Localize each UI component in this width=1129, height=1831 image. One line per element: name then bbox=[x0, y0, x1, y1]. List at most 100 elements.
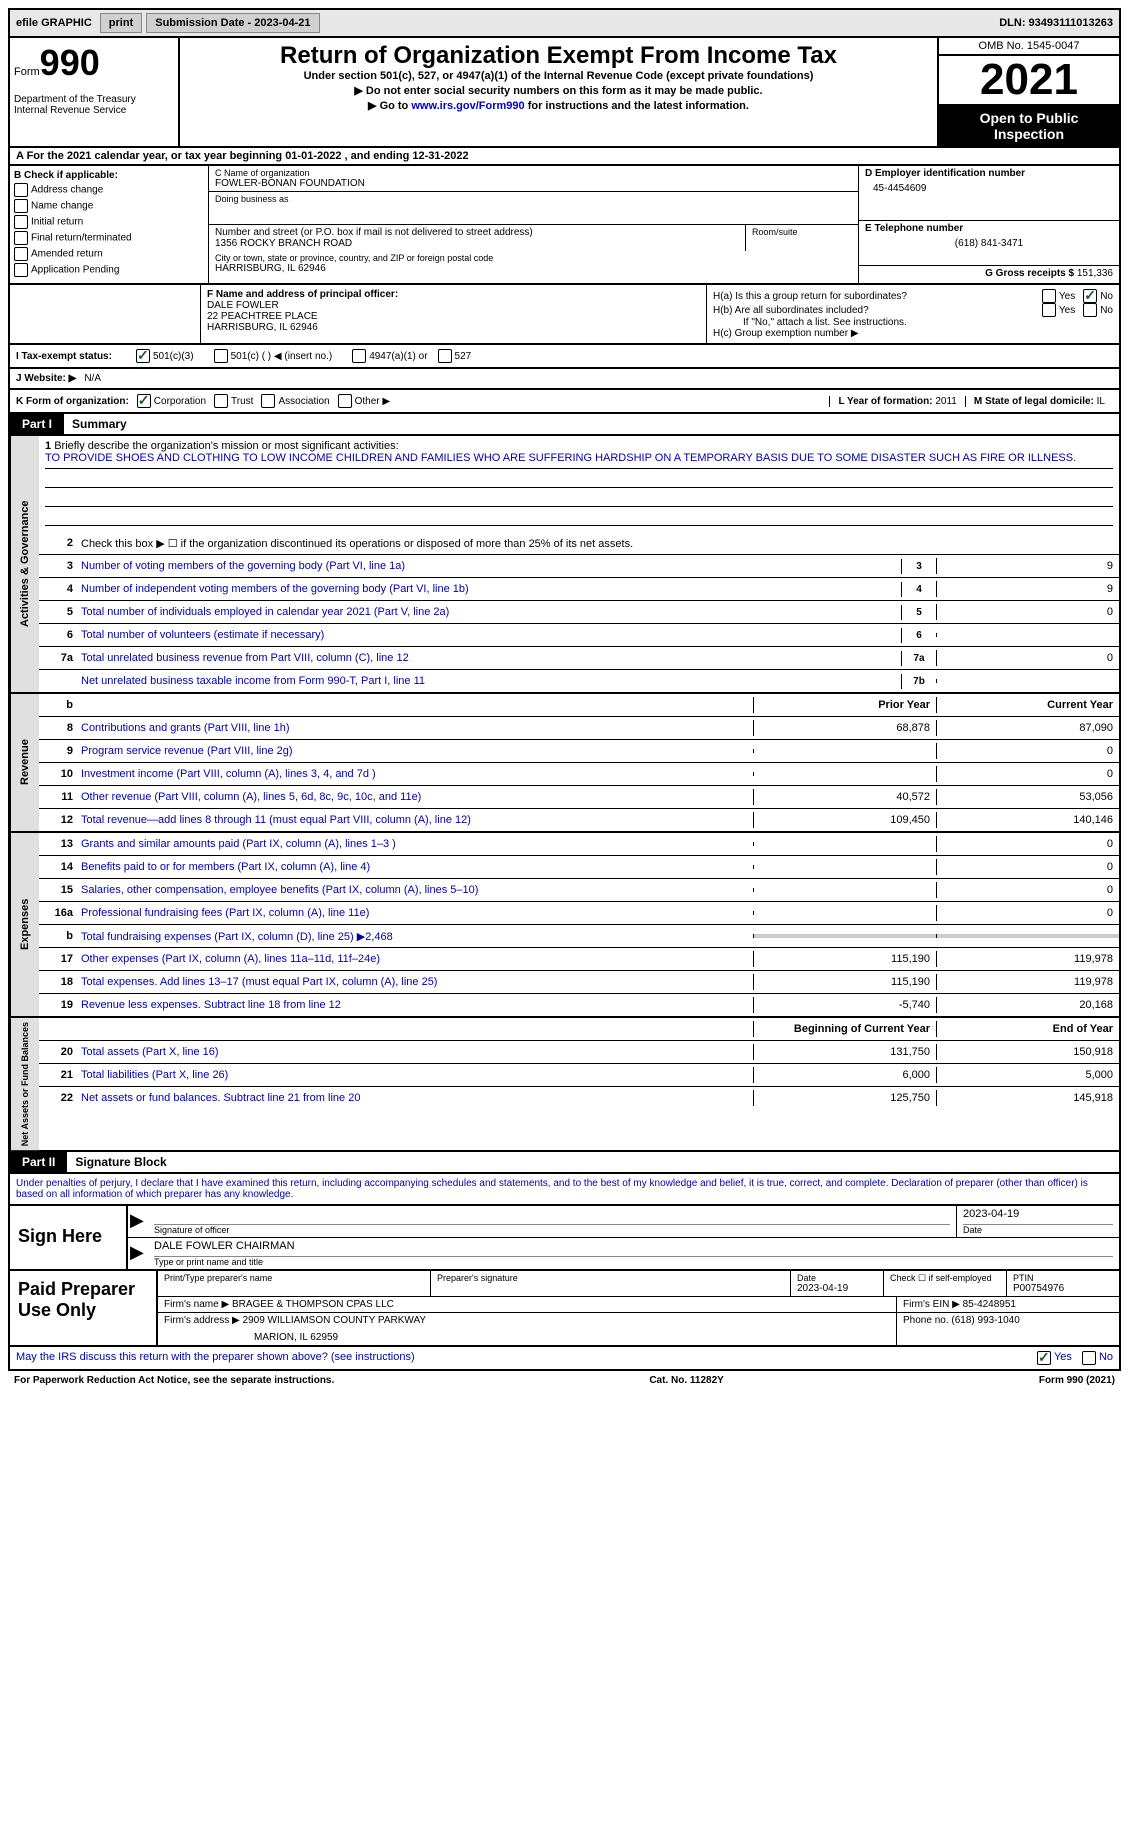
j-label: J Website: ▶ bbox=[16, 373, 76, 384]
app-pending-checkbox[interactable] bbox=[14, 263, 28, 277]
self-employed-label: Check ☐ if self-employed bbox=[890, 1273, 1000, 1284]
line3-desc: Number of voting members of the governin… bbox=[77, 558, 901, 574]
paid-preparer-block: Paid Preparer Use Only Print/Type prepar… bbox=[8, 1271, 1121, 1347]
line7b-desc: Net unrelated business taxable income fr… bbox=[77, 673, 901, 689]
column-d-ein: D Employer identification number 45-4454… bbox=[859, 166, 1119, 283]
line16b-desc: Total fundraising expenses (Part IX, col… bbox=[77, 928, 753, 945]
initial-return-checkbox[interactable] bbox=[14, 215, 28, 229]
k-label: K Form of organization: bbox=[16, 396, 129, 407]
line13-desc: Grants and similar amounts paid (Part IX… bbox=[77, 836, 753, 852]
line6-val bbox=[936, 633, 1119, 637]
line20-desc: Total assets (Part X, line 16) bbox=[77, 1044, 753, 1060]
header-right: OMB No. 1545-0047 2021 Open to Public In… bbox=[939, 38, 1119, 146]
org-name-value: FOWLER-BONAN FOUNDATION bbox=[215, 178, 852, 189]
irs-link[interactable]: www.irs.gov/Form990 bbox=[411, 100, 524, 112]
line22-py: 125,750 bbox=[753, 1090, 936, 1106]
line17-cy: 119,978 bbox=[936, 951, 1119, 967]
501c-checkbox[interactable] bbox=[214, 349, 228, 363]
form-number: 990 bbox=[40, 42, 100, 83]
submission-date-button[interactable]: Submission Date - 2023-04-21 bbox=[146, 13, 319, 33]
form-footer: Form 990 (2021) bbox=[1039, 1375, 1115, 1386]
line12-cy: 140,146 bbox=[936, 812, 1119, 828]
activities-section: Activities & Governance 1 Briefly descri… bbox=[8, 436, 1121, 694]
line18-py: 115,190 bbox=[753, 974, 936, 990]
section-fh: F Name and address of principal officer:… bbox=[8, 285, 1121, 345]
527-checkbox[interactable] bbox=[438, 349, 452, 363]
form-prefix: Form bbox=[14, 66, 40, 78]
officer-name-title: DALE FOWLER CHAIRMAN bbox=[154, 1240, 1113, 1257]
line4-val: 9 bbox=[936, 581, 1119, 597]
street-label: Number and street (or P.O. box if mail i… bbox=[215, 227, 739, 238]
amended-return-checkbox[interactable] bbox=[14, 247, 28, 261]
ptin-value: P00754976 bbox=[1013, 1283, 1113, 1294]
firm-addr2: MARION, IL 62959 bbox=[164, 1326, 890, 1343]
hc-label: H(c) Group exemption number ▶ bbox=[713, 328, 1113, 339]
final-return-checkbox[interactable] bbox=[14, 231, 28, 245]
line5-val: 0 bbox=[936, 604, 1119, 620]
line17-desc: Other expenses (Part IX, column (A), lin… bbox=[77, 951, 753, 967]
line16a-desc: Professional fundraising fees (Part IX, … bbox=[77, 905, 753, 921]
mission-text: TO PROVIDE SHOES AND CLOTHING TO LOW INC… bbox=[45, 452, 1113, 469]
line8-py: 68,878 bbox=[753, 720, 936, 736]
other-checkbox[interactable] bbox=[338, 394, 352, 408]
header-center: Return of Organization Exempt From Incom… bbox=[180, 38, 939, 146]
dept-treasury: Department of the Treasury bbox=[14, 94, 174, 105]
street-value: 1356 ROCKY BRANCH ROAD bbox=[215, 238, 739, 249]
part2-label: Part II bbox=[10, 1152, 67, 1172]
line9-desc: Program service revenue (Part VIII, line… bbox=[77, 743, 753, 759]
room-suite-label: Room/suite bbox=[746, 225, 858, 251]
f-label: F Name and address of principal officer: bbox=[207, 289, 700, 300]
addr-change-checkbox[interactable] bbox=[14, 183, 28, 197]
line11-cy: 53,056 bbox=[936, 789, 1119, 805]
line10-desc: Investment income (Part VIII, column (A)… bbox=[77, 766, 753, 782]
dept-irs: Internal Revenue Service bbox=[14, 105, 174, 116]
line12-desc: Total revenue—add lines 8 through 11 (mu… bbox=[77, 812, 753, 828]
line16a-cy: 0 bbox=[936, 905, 1119, 921]
part2-header: Part II Signature Block bbox=[8, 1152, 1121, 1174]
dba-label: Doing business as bbox=[215, 194, 852, 204]
goto-note: ▶ Go to www.irs.gov/Form990 for instruct… bbox=[188, 99, 929, 112]
assoc-checkbox[interactable] bbox=[261, 394, 275, 408]
state-domicile: IL bbox=[1097, 396, 1105, 407]
section-h: H(a) Is this a group return for subordin… bbox=[706, 285, 1119, 343]
end-year-head: End of Year bbox=[936, 1021, 1119, 1037]
print-button[interactable]: print bbox=[100, 13, 142, 33]
tel-label: E Telephone number bbox=[865, 223, 1113, 234]
line19-py: -5,740 bbox=[753, 997, 936, 1013]
line19-desc: Revenue less expenses. Subtract line 18 … bbox=[77, 997, 753, 1013]
page-footer: For Paperwork Reduction Act Notice, see … bbox=[8, 1371, 1121, 1390]
line5-desc: Total number of individuals employed in … bbox=[77, 604, 901, 620]
discuss-yes-checkbox[interactable] bbox=[1037, 1351, 1051, 1365]
firm-addr1: 2909 WILLIAMSON COUNTY PARKWAY bbox=[243, 1315, 427, 1326]
gross-label: G Gross receipts $ bbox=[985, 268, 1074, 279]
hb-yes-checkbox[interactable] bbox=[1042, 303, 1056, 317]
4947-checkbox[interactable] bbox=[352, 349, 366, 363]
discuss-no-checkbox[interactable] bbox=[1082, 1351, 1096, 1365]
officer-addr2: HARRISBURG, IL 62946 bbox=[207, 322, 700, 333]
prep-date-value: 2023-04-19 bbox=[797, 1283, 877, 1294]
sig-date-value: 2023-04-19 bbox=[963, 1208, 1113, 1225]
current-year-head: Current Year bbox=[936, 697, 1119, 713]
corp-checkbox[interactable] bbox=[137, 394, 151, 408]
officer-name: DALE FOWLER bbox=[207, 300, 700, 311]
expenses-label: Expenses bbox=[10, 833, 39, 1016]
prep-name-label: Print/Type preparer's name bbox=[164, 1273, 424, 1283]
sig-officer-label: Signature of officer bbox=[154, 1225, 950, 1235]
ha-no-checkbox[interactable] bbox=[1083, 289, 1097, 303]
name-change-checkbox[interactable] bbox=[14, 199, 28, 213]
ha-yes-checkbox[interactable] bbox=[1042, 289, 1056, 303]
501c3-checkbox[interactable] bbox=[136, 349, 150, 363]
netassets-section: Net Assets or Fund Balances Beginning of… bbox=[8, 1018, 1121, 1152]
line15-desc: Salaries, other compensation, employee b… bbox=[77, 882, 753, 898]
hb-no-checkbox[interactable] bbox=[1083, 303, 1097, 317]
trust-checkbox[interactable] bbox=[214, 394, 228, 408]
revenue-section: Revenue bPrior YearCurrent Year 8Contrib… bbox=[8, 694, 1121, 833]
prior-year-head: Prior Year bbox=[753, 697, 936, 713]
form-subtitle: Under section 501(c), 527, or 4947(a)(1)… bbox=[188, 70, 929, 82]
row-j-website: J Website: ▶ N/A bbox=[8, 369, 1121, 390]
line17-py: 115,190 bbox=[753, 951, 936, 967]
principal-officer: F Name and address of principal officer:… bbox=[201, 285, 706, 343]
line14-cy: 0 bbox=[936, 859, 1119, 875]
line9-cy: 0 bbox=[936, 743, 1119, 759]
paperwork-notice: For Paperwork Reduction Act Notice, see … bbox=[14, 1375, 334, 1386]
